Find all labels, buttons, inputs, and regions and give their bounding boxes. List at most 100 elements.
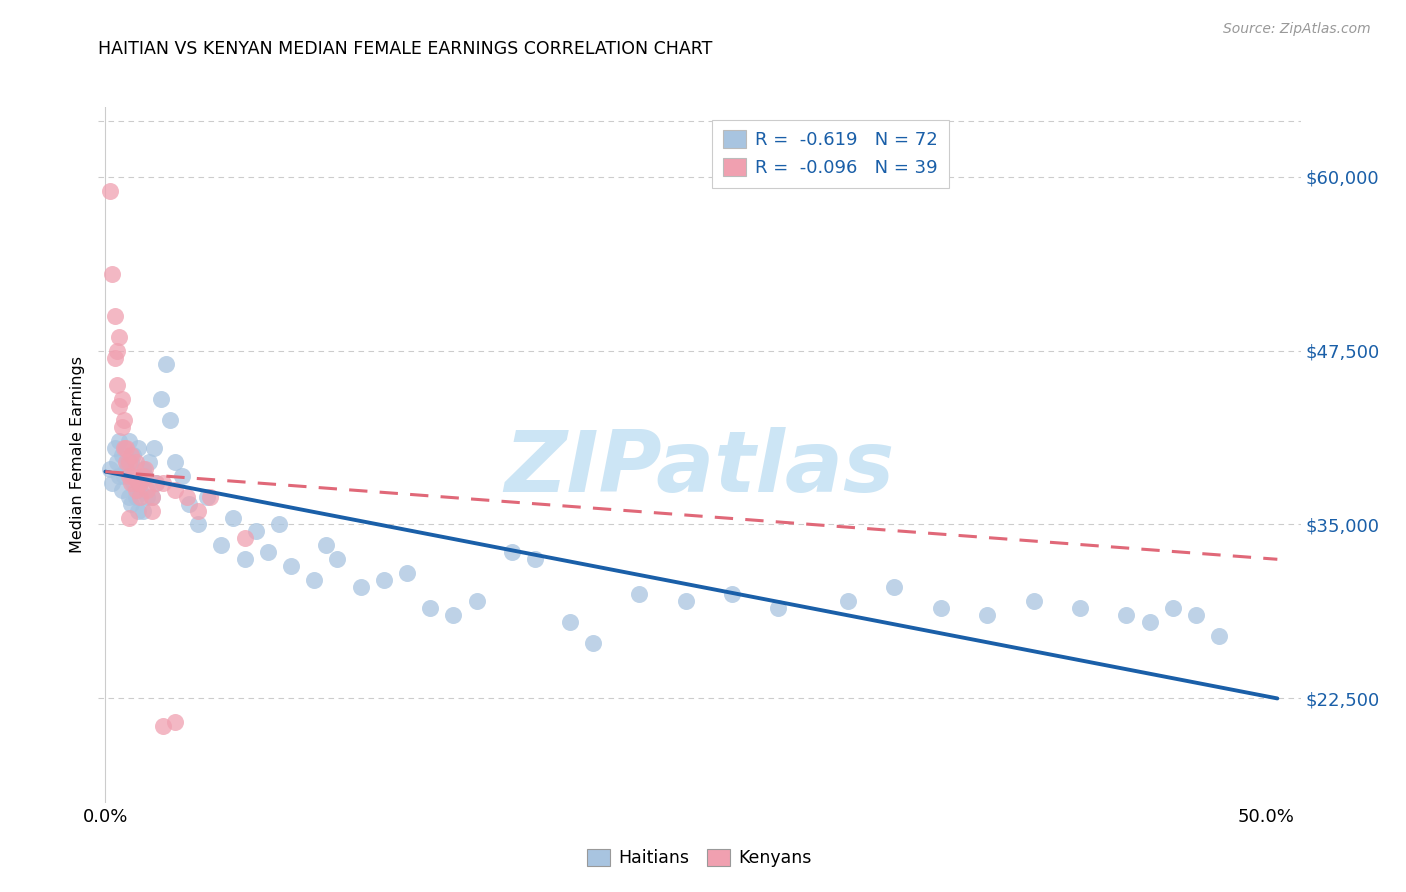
Point bbox=[115, 441, 138, 455]
Point bbox=[117, 468, 139, 483]
Legend: Haitians, Kenyans: Haitians, Kenyans bbox=[581, 842, 818, 874]
Point bbox=[245, 524, 267, 539]
Point bbox=[120, 448, 142, 462]
Point bbox=[628, 587, 651, 601]
Point bbox=[976, 607, 998, 622]
Point bbox=[163, 483, 186, 497]
Point bbox=[1161, 601, 1184, 615]
Point bbox=[443, 607, 465, 622]
Text: Source: ZipAtlas.com: Source: ZipAtlas.com bbox=[1223, 22, 1371, 37]
Point bbox=[104, 441, 127, 455]
Point bbox=[127, 441, 149, 455]
Point bbox=[117, 455, 139, 469]
Point bbox=[111, 420, 134, 434]
Point bbox=[127, 475, 149, 490]
Point bbox=[177, 497, 200, 511]
Point bbox=[101, 475, 124, 490]
Point bbox=[233, 532, 256, 546]
Point bbox=[176, 490, 198, 504]
Point bbox=[136, 490, 159, 504]
Point bbox=[124, 483, 146, 497]
Point bbox=[131, 468, 153, 483]
Point bbox=[138, 455, 160, 469]
Point bbox=[1115, 607, 1137, 622]
Point bbox=[1139, 615, 1161, 629]
Point bbox=[111, 392, 134, 407]
Point bbox=[111, 448, 134, 462]
Point bbox=[187, 517, 209, 532]
Point bbox=[145, 475, 167, 490]
Point bbox=[105, 378, 128, 392]
Point bbox=[929, 601, 952, 615]
Point bbox=[396, 566, 419, 581]
Point bbox=[108, 434, 131, 448]
Point bbox=[105, 455, 128, 469]
Point bbox=[326, 552, 349, 566]
Point bbox=[141, 490, 163, 504]
Point bbox=[108, 399, 131, 413]
Point bbox=[115, 462, 138, 476]
Point bbox=[721, 587, 744, 601]
Point bbox=[122, 468, 145, 483]
Point bbox=[280, 559, 302, 574]
Point bbox=[124, 455, 146, 469]
Point bbox=[112, 413, 135, 427]
Y-axis label: Median Female Earnings: Median Female Earnings bbox=[70, 357, 86, 553]
Point bbox=[269, 517, 291, 532]
Point bbox=[129, 490, 152, 504]
Point bbox=[120, 455, 142, 469]
Point bbox=[117, 434, 139, 448]
Point bbox=[159, 413, 181, 427]
Point bbox=[350, 580, 373, 594]
Point bbox=[163, 715, 186, 730]
Point bbox=[131, 503, 153, 517]
Point bbox=[523, 552, 546, 566]
Text: HAITIAN VS KENYAN MEDIAN FEMALE EARNINGS CORRELATION CHART: HAITIAN VS KENYAN MEDIAN FEMALE EARNINGS… bbox=[98, 40, 713, 58]
Point bbox=[127, 503, 149, 517]
Point bbox=[373, 573, 395, 587]
Point bbox=[152, 475, 174, 490]
Point bbox=[108, 468, 131, 483]
Point bbox=[120, 497, 142, 511]
Point bbox=[129, 475, 152, 490]
Point bbox=[558, 615, 581, 629]
Point bbox=[150, 392, 173, 407]
Point bbox=[1208, 629, 1230, 643]
Point bbox=[122, 448, 145, 462]
Point bbox=[98, 462, 121, 476]
Point bbox=[1185, 607, 1208, 622]
Point bbox=[675, 594, 697, 608]
Point bbox=[131, 462, 153, 476]
Point bbox=[122, 475, 145, 490]
Point bbox=[129, 475, 152, 490]
Point bbox=[124, 490, 146, 504]
Point bbox=[141, 503, 163, 517]
Point bbox=[315, 538, 337, 552]
Point bbox=[465, 594, 488, 608]
Point bbox=[115, 455, 138, 469]
Point bbox=[112, 441, 135, 455]
Point bbox=[117, 510, 139, 524]
Point bbox=[209, 538, 232, 552]
Point bbox=[104, 309, 127, 323]
Point bbox=[141, 490, 163, 504]
Point bbox=[197, 490, 219, 504]
Point bbox=[112, 468, 135, 483]
Point bbox=[117, 490, 139, 504]
Point bbox=[129, 483, 152, 497]
Point bbox=[187, 503, 209, 517]
Point bbox=[98, 184, 121, 198]
Point bbox=[768, 601, 790, 615]
Point bbox=[145, 475, 167, 490]
Point bbox=[163, 455, 186, 469]
Point bbox=[143, 441, 166, 455]
Point bbox=[837, 594, 859, 608]
Point bbox=[101, 267, 124, 281]
Point bbox=[134, 462, 156, 476]
Point bbox=[304, 573, 326, 587]
Point bbox=[198, 490, 221, 504]
Point bbox=[883, 580, 905, 594]
Point bbox=[233, 552, 256, 566]
Point bbox=[582, 636, 605, 650]
Point bbox=[134, 468, 156, 483]
